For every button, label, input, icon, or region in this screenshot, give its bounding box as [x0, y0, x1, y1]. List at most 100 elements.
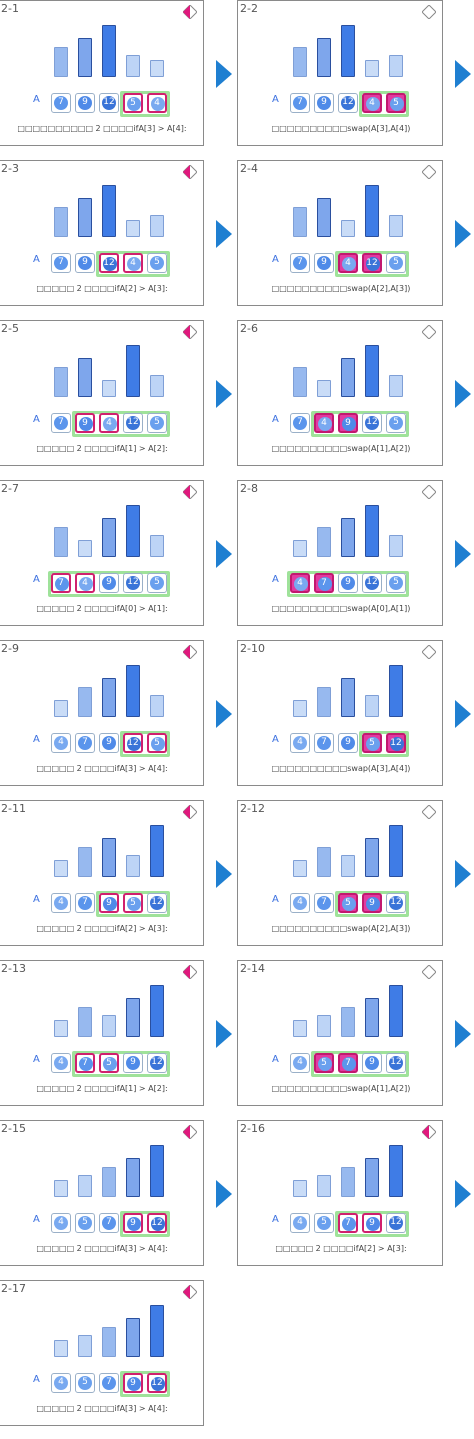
array-cell: 9: [75, 253, 95, 273]
array-cell: 12: [147, 1213, 167, 1233]
cell-value: 9: [345, 577, 351, 587]
array-label: A: [33, 94, 40, 105]
value-circle: [389, 1216, 403, 1230]
step-label: 2-12: [240, 802, 265, 815]
cell-value: 12: [127, 577, 139, 587]
array-cell: 4: [123, 253, 143, 273]
cell-value: 4: [369, 98, 375, 108]
value-circle: [293, 1216, 307, 1230]
cell-value: 5: [154, 577, 160, 587]
cell-value: 7: [345, 1218, 351, 1228]
next-step-arrow-icon: [216, 60, 232, 88]
next-step-arrow-icon: [455, 1180, 471, 1208]
step-card: 2-16 A 4 5 7 9 12 □□□□□ 2 □□□□ifA[2] > A[3]:: [237, 1120, 443, 1266]
step-caption: □□□□□ 2 □□□□ifA[3] > A[4]:: [36, 1404, 168, 1413]
next-step-arrow-icon: [216, 700, 232, 728]
value-circle: [54, 1216, 68, 1230]
step-card: 2-12 A 4 7 5 9 12 □□□□□□□□□□swap(A[2],A[3]): [237, 800, 443, 946]
cell-value: 5: [321, 1058, 327, 1068]
bar-value-7: [54, 367, 68, 397]
bar-value-7: [78, 847, 92, 877]
bar-chart: [0, 321, 205, 401]
cell-value: 12: [390, 1217, 402, 1227]
bar-value-12: [150, 985, 164, 1037]
bar-value-9: [102, 518, 116, 557]
bar-value-12: [389, 825, 403, 877]
step-caption: □□□□□ 2 □□□□ifA[2] > A[3]:: [36, 284, 168, 293]
compare-diamond-icon: [183, 165, 197, 179]
cell-value: 12: [127, 417, 139, 427]
cell-value: 7: [58, 417, 64, 427]
array-cell: 9: [314, 253, 334, 273]
array-cells: 4 7 5 9 12: [238, 891, 444, 917]
active-window-outline: [120, 1211, 170, 1237]
bar-chart: [238, 961, 444, 1041]
array-label: A: [272, 574, 279, 585]
value-circle: [366, 897, 380, 911]
bar-value-4: [293, 1020, 307, 1037]
compare-diamond-icon: [183, 485, 197, 499]
cell-value: 5: [82, 1377, 88, 1387]
array-cell: 5: [123, 893, 143, 913]
cell-value: 4: [58, 897, 64, 907]
array-cell: 4: [290, 893, 310, 913]
step-card: 2-13 A 4 7 5 9 12 □□□□□ 2 □□□□ifA[1] > A[2]:: [0, 960, 204, 1106]
bar-chart: [0, 961, 205, 1041]
bar-value-9: [341, 678, 355, 717]
bar-value-5: [389, 215, 403, 237]
next-step-arrow-icon: [455, 380, 471, 408]
bar-value-9: [365, 838, 379, 877]
value-circle: [389, 576, 403, 590]
array-cell: 9: [338, 573, 358, 593]
bar-value-5: [150, 375, 164, 397]
active-window-outline: [311, 1051, 409, 1077]
cell-value: 5: [393, 417, 399, 427]
array-cells: 4 7 9 12 5: [0, 731, 205, 757]
value-circle: [318, 417, 332, 431]
array-cell: 9: [338, 413, 358, 433]
value-circle: [78, 1376, 92, 1390]
value-circle: [103, 417, 117, 431]
cell-value: 4: [297, 897, 303, 907]
cell-value: 7: [297, 97, 303, 107]
step-card: 2-7 A 7 4 9 12 5 □□□□□ 2 □□□□ifA[0] > A[1]:: [0, 480, 204, 626]
swap-diamond-icon: [422, 965, 436, 979]
array-cell: 12: [147, 1373, 167, 1393]
cell-value: 9: [82, 418, 88, 428]
cell-value: 9: [130, 1057, 136, 1067]
swap-diamond-icon: [422, 325, 436, 339]
step-label: 2-7: [1, 482, 19, 495]
value-circle: [126, 416, 140, 430]
cell-value: 5: [393, 577, 399, 587]
bar-chart: [238, 321, 444, 401]
array-cell: 5: [314, 1213, 334, 1233]
bar-chart: [0, 1281, 205, 1361]
array-cell: 4: [338, 253, 358, 273]
step-label: 2-4: [240, 162, 258, 175]
step-caption: □□□□□□□□□□swap(A[2],A[3]): [271, 284, 411, 293]
array-label: A: [272, 894, 279, 905]
bar-value-9: [317, 38, 331, 77]
bar-value-12: [341, 25, 355, 77]
bar-value-7: [341, 1167, 355, 1197]
cell-value: 9: [369, 1218, 375, 1228]
value-circle: [151, 737, 165, 751]
array-cell: 7: [290, 253, 310, 273]
bar-value-4: [317, 380, 331, 397]
active-window-outline: [335, 251, 409, 277]
bar-value-5: [317, 1175, 331, 1197]
array-cell: 5: [362, 733, 382, 753]
active-window-outline: [72, 411, 170, 437]
value-circle: [127, 737, 141, 751]
bar-value-9: [78, 358, 92, 397]
active-window-outline: [48, 571, 170, 597]
swap-diamond-icon: [422, 485, 436, 499]
array-cells: 4 7 9 5 12: [238, 731, 444, 757]
step-card: 2-9 A 4 7 9 12 5 □□□□□ 2 □□□□ifA[3] > A[4]:: [0, 640, 204, 786]
step-caption: □□□□□□□□□□ 2 □□□□ifA[3] > A[4]:: [17, 124, 187, 133]
array-cells: 4 7 5 9 12: [0, 1051, 205, 1077]
cell-value: 7: [106, 1377, 112, 1387]
cell-value: 5: [130, 98, 136, 108]
array-cell: 4: [99, 413, 119, 433]
bar-value-4: [54, 860, 68, 877]
